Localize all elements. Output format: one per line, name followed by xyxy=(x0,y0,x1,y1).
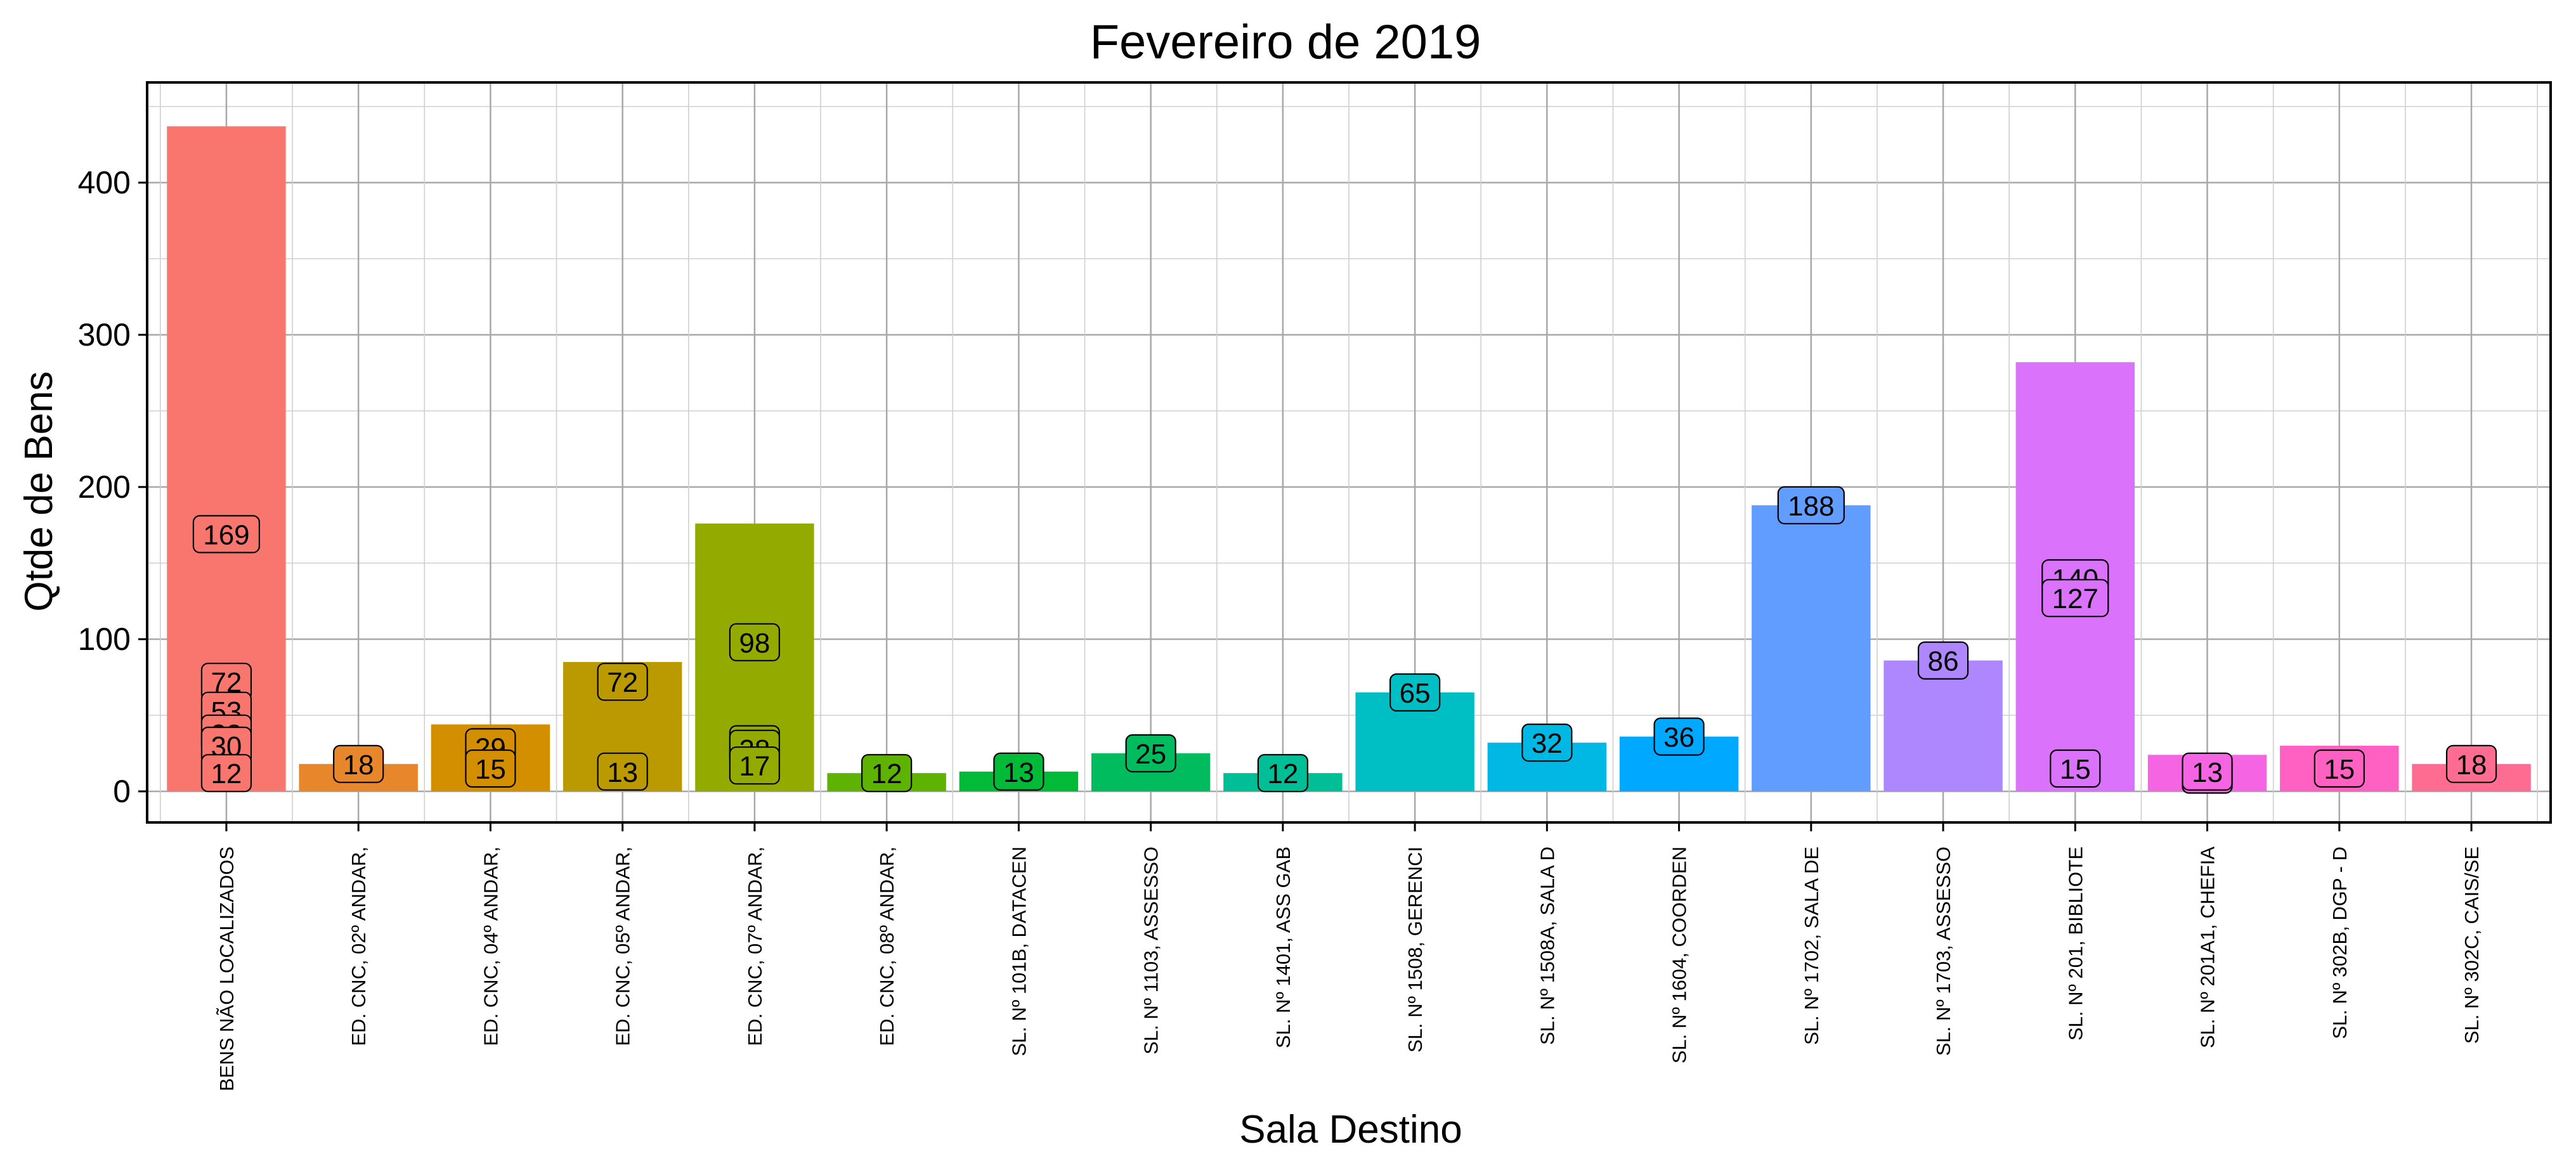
data-label-box-28 xyxy=(2182,752,2233,791)
data-label-19: 65 xyxy=(1400,678,1431,709)
x-tick-label-12: SL. Nº 1702, SALA DE xyxy=(1800,847,1823,1045)
x-tick-label-2: ED. CNC, 04º ANDAR, xyxy=(479,847,502,1046)
x-tick-label-14: SL. Nº 201, BIBLIOTE xyxy=(2064,847,2086,1041)
data-label-box-26 xyxy=(2050,749,2101,788)
data-label-16: 13 xyxy=(1003,757,1034,788)
x-axis: BENS NÃO LOCALIZADOS ED. CNC, 02º ANDAR, E… xyxy=(216,822,2483,1091)
data-label-8: 15 xyxy=(475,754,506,785)
bar-12 xyxy=(1752,505,1871,791)
data-label-box-22 xyxy=(1777,486,1845,524)
plot-border xyxy=(146,81,2552,824)
x-tick-label-13: SL. Nº 1703, ASSESSO xyxy=(1932,847,1955,1056)
data-label-box-15 xyxy=(861,754,913,793)
y-tick-label: 300 xyxy=(78,317,131,353)
data-label-box-30 xyxy=(2445,744,2497,783)
data-label-21: 36 xyxy=(1663,722,1695,753)
data-label-box-25 xyxy=(2041,579,2109,618)
data-label-15: 12 xyxy=(871,758,902,789)
data-label-box-0 xyxy=(192,515,261,554)
data-label-11: 98 xyxy=(739,628,770,659)
x-tick-label-7: SL. Nº 1103, ASSESSO xyxy=(1140,847,1162,1055)
data-label-17: 25 xyxy=(1135,739,1166,770)
data-label-box-5 xyxy=(200,754,252,793)
data-label-5: 12 xyxy=(211,758,242,789)
x-tick-label-3: ED. CNC, 05º ANDAR, xyxy=(612,847,634,1046)
x-tick-label-6: SL. Nº 101B, DATACEN xyxy=(1008,847,1030,1056)
data-label-22: 188 xyxy=(1788,491,1834,522)
data-label-26: 15 xyxy=(2060,754,2091,785)
chart-title: Fevereiro de 2019 xyxy=(1090,15,1481,69)
data-label-box-20 xyxy=(1521,724,1573,762)
data-label-10: 13 xyxy=(607,757,638,788)
data-label-box-18 xyxy=(1257,754,1308,793)
data-label-29: 15 xyxy=(2324,754,2355,785)
data-label-9: 72 xyxy=(607,667,638,698)
data-label-25: 127 xyxy=(2052,583,2098,614)
data-label-box-16 xyxy=(993,752,1044,791)
y-tick-label: 0 xyxy=(113,774,131,809)
data-label-box-11 xyxy=(729,623,781,661)
data-label-14: 17 xyxy=(739,751,770,782)
x-tick-label-17: SL. Nº 302C, CAIS/SE xyxy=(2461,847,2483,1044)
data-labels: 1697253383012182915721398312817121325126… xyxy=(192,486,2497,794)
x-tick-label-15: SL. Nº 201A1, CHEFIA xyxy=(2197,847,2219,1048)
data-label-box-21 xyxy=(1653,717,1705,756)
data-label-6: 18 xyxy=(343,750,374,781)
y-tick-label: 200 xyxy=(78,469,131,505)
data-label-box-10 xyxy=(597,752,648,791)
x-tick-label-0: BENS NÃO LOCALIZADOS xyxy=(216,847,238,1091)
x-tick-label-4: ED. CNC, 07º ANDAR, xyxy=(744,847,766,1046)
x-tick-label-10: SL. Nº 1508A, SALA D xyxy=(1536,847,1558,1045)
data-label-box-14 xyxy=(729,746,781,785)
x-tick-label-16: SL. Nº 302B, DGP - D xyxy=(2329,847,2351,1039)
data-label-box-17 xyxy=(1125,734,1176,773)
data-label-23: 86 xyxy=(1928,646,1959,677)
data-label-18: 12 xyxy=(1267,758,1298,789)
data-label-box-19 xyxy=(1389,673,1441,712)
y-axis-title: Qtde de Bens xyxy=(17,371,61,611)
data-label-0: 169 xyxy=(203,519,249,550)
data-label-30: 18 xyxy=(2456,750,2487,781)
y-tick-label: 100 xyxy=(78,621,131,657)
bar-13 xyxy=(1883,660,2003,791)
y-tick-label: 400 xyxy=(78,165,131,200)
data-label-28: 13 xyxy=(2192,757,2223,788)
x-tick-label-8: SL. Nº 1401, ASS GAB xyxy=(1272,847,1294,1048)
data-label-box-23 xyxy=(1917,641,1969,680)
data-label-20: 32 xyxy=(1532,728,1563,759)
data-label-box-6 xyxy=(333,744,384,783)
data-label-box-8 xyxy=(465,749,516,788)
x-tick-label-5: ED. CNC, 08º ANDAR, xyxy=(876,847,898,1046)
x-tick-label-1: ED. CNC, 02º ANDAR, xyxy=(348,847,370,1046)
x-tick-label-11: SL. Nº 1604, COORDEN xyxy=(1669,847,1691,1063)
y-axis: 0 100 200 300 400 xyxy=(78,165,147,809)
x-tick-label-9: SL. Nº 1508, GERENCI xyxy=(1404,847,1426,1053)
data-label-box-9 xyxy=(597,663,648,701)
x-axis-title: Sala Destino xyxy=(1239,1108,1462,1152)
data-label-box-29 xyxy=(2313,749,2365,788)
